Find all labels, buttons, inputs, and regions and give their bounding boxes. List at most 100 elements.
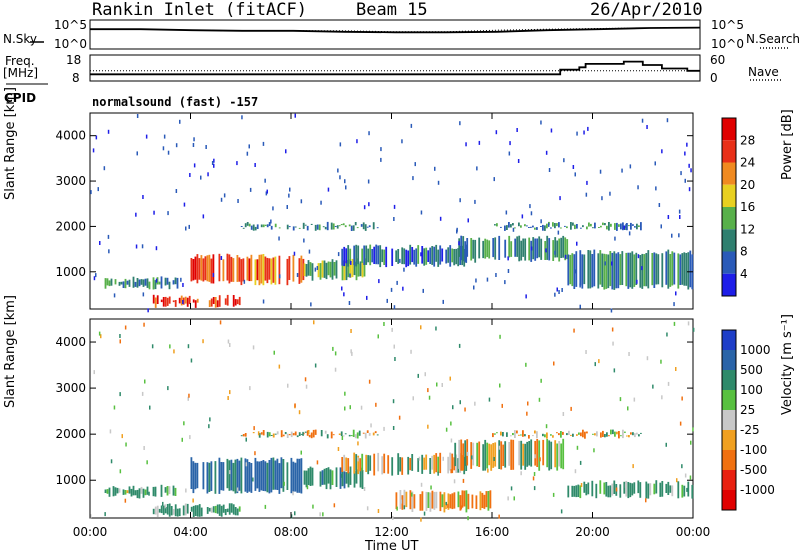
velocity-cell: [399, 490, 402, 510]
velocity-ylabel: Slant Range [km]: [3, 295, 18, 408]
velocity-cell: [236, 508, 239, 516]
velocity-cell: [524, 434, 526, 437]
power-cell: [472, 239, 475, 259]
velocity-cell: [160, 484, 163, 497]
velocity-speck: [143, 446, 145, 450]
power-speck: [516, 128, 518, 132]
velocity-cell: [154, 506, 157, 515]
power-cell: [256, 259, 259, 281]
velocity-speck: [466, 451, 469, 456]
velocity-speck: [424, 372, 426, 377]
power-cell: [302, 222, 305, 229]
velocity-speck: [344, 406, 346, 411]
power-speck: [556, 287, 558, 292]
power-cell: [516, 236, 519, 257]
power-cell: [552, 240, 555, 261]
velocity-cell: [465, 490, 468, 513]
velocity-cell: [310, 432, 313, 439]
velocity-speck: [249, 386, 251, 391]
velocity-speck: [181, 437, 183, 442]
power-cell: [558, 238, 561, 262]
power-speck: [504, 280, 506, 285]
power-speck: [393, 204, 396, 209]
velocity-cell: [506, 432, 508, 437]
power-cell: [602, 222, 604, 226]
velocity-cell: [609, 485, 612, 498]
velocity-colorbar-tick: 25: [740, 403, 755, 417]
velocity-speck: [493, 457, 495, 461]
velocity-cell: [354, 434, 357, 439]
power-cell: [629, 252, 632, 288]
velocity-speck: [273, 350, 275, 355]
power-cell: [425, 247, 428, 265]
velocity-cell: [330, 431, 333, 439]
power-cell: [530, 240, 533, 262]
power-speck: [310, 302, 312, 307]
power-cell: [156, 295, 159, 304]
velocity-speck: [574, 469, 577, 474]
power-cell: [266, 257, 269, 284]
power-cell: [524, 238, 527, 261]
power-speck: [637, 185, 639, 190]
velocity-speck: [459, 400, 461, 405]
velocity-cell: [639, 482, 642, 498]
power-cell: [196, 254, 199, 284]
velocity-cell: [196, 505, 199, 517]
velocity-speck: [294, 403, 296, 408]
velocity-speck: [692, 327, 695, 332]
power-cell: [262, 254, 265, 286]
power-speck: [345, 185, 347, 190]
power-colorbar-box: [722, 140, 736, 163]
velocity-speck: [119, 392, 121, 397]
velocity-cell: [437, 456, 440, 473]
velocity-cell: [411, 454, 414, 471]
power-speck: [690, 168, 692, 173]
velocity-cell: [496, 432, 498, 434]
velocity-cell: [280, 457, 283, 489]
velocity-colorbar-tick: -1000: [740, 483, 775, 497]
velocity-speck: [679, 421, 682, 426]
velocity-cell: [447, 456, 450, 474]
velocity-cell: [296, 435, 299, 438]
power-speck: [236, 161, 238, 166]
velocity-speck: [119, 334, 121, 338]
velocity-cell: [174, 487, 177, 496]
power-speck: [279, 274, 281, 279]
power-cell: [560, 237, 563, 258]
power-speck: [574, 269, 576, 274]
power-cell: [106, 278, 109, 286]
power-speck: [671, 233, 673, 238]
power-cell: [310, 223, 313, 225]
velocity-speck: [144, 379, 146, 384]
power-cell: [360, 224, 363, 227]
power-speck: [583, 130, 585, 135]
velocity-cell: [194, 505, 197, 516]
power-speck: [495, 273, 497, 277]
power-speck: [540, 120, 542, 125]
power-cell: [579, 250, 582, 286]
power-speck: [289, 187, 291, 192]
velocity-cell: [439, 491, 442, 512]
power-cell: [319, 263, 322, 280]
velocity-cell: [465, 455, 468, 471]
velocity-speck: [245, 437, 247, 442]
power-speck: [266, 189, 268, 194]
power-speck: [628, 231, 631, 236]
power-speck: [614, 236, 616, 241]
power-cell: [174, 277, 177, 285]
velocity-cell: [631, 483, 634, 496]
velocity-cell: [260, 460, 263, 491]
power-speck: [414, 162, 416, 167]
velocity-cell: [104, 489, 107, 493]
velocity-speck: [533, 486, 536, 491]
power-speck: [223, 193, 226, 198]
velocity-cell: [616, 431, 618, 435]
power-cell: [669, 254, 672, 287]
velocity-speck: [526, 411, 528, 416]
power-speck: [529, 204, 531, 209]
power-cell: [447, 247, 450, 263]
velocity-colorbar-tick: -500: [740, 463, 767, 477]
velocity-cell: [332, 434, 335, 436]
power-cell: [148, 281, 151, 290]
power-cell: [331, 259, 334, 280]
